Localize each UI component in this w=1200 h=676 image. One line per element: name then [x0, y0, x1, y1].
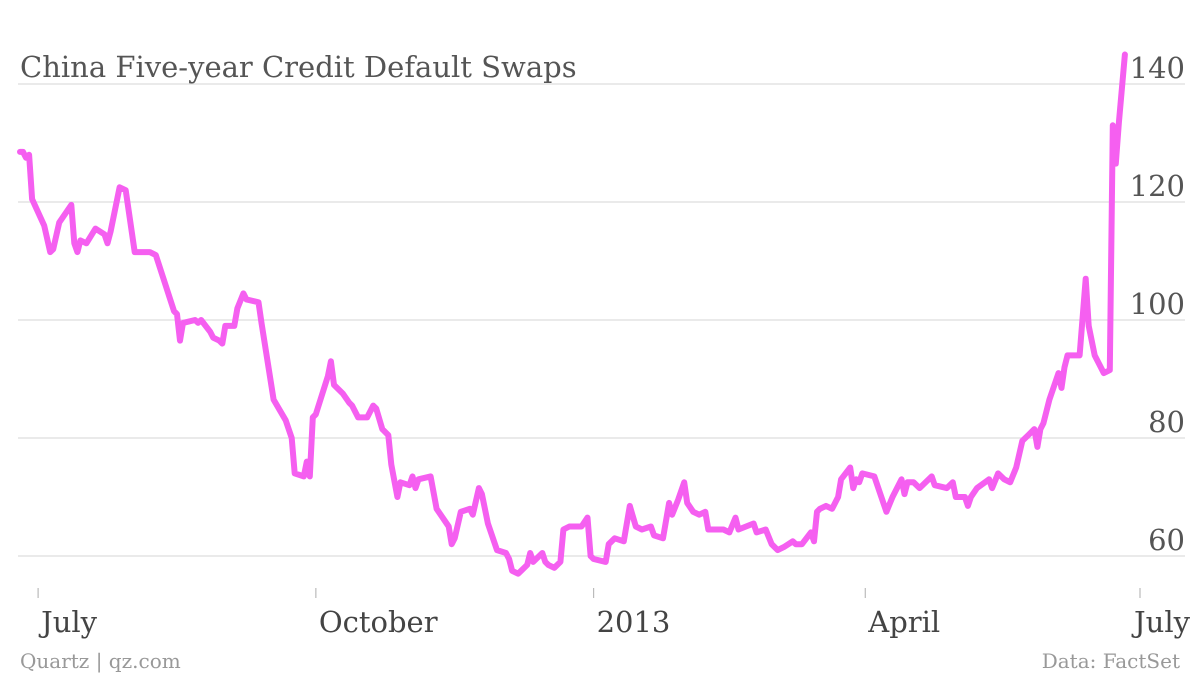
x-tick-label: July: [1131, 605, 1191, 639]
y-tick-label: 140: [1130, 51, 1185, 85]
x-tick-label: October: [319, 605, 438, 639]
y-tick-labels: 60 80 100 120 140: [1130, 51, 1185, 557]
series-line: [17, 51, 1128, 577]
x-tick-label: April: [867, 605, 940, 639]
y-tick-label: 100: [1130, 287, 1185, 321]
data-source: Data: FactSet: [1042, 649, 1180, 673]
y-tick-label: 120: [1130, 169, 1185, 203]
x-tick-label: July: [38, 605, 98, 639]
chart-title: China Five-year Credit Default Swaps: [20, 50, 577, 84]
y-tick-label: 80: [1148, 405, 1185, 439]
gridlines: [18, 83, 1185, 557]
x-tick-label: 2013: [597, 605, 671, 639]
series-layer: [17, 51, 1128, 577]
x-tick-marks: [37, 588, 1141, 598]
source-credit: Quartz | qz.com: [20, 649, 181, 674]
x-tick-labels: July October 2013 April July: [38, 605, 1190, 639]
y-tick-label: 60: [1148, 523, 1185, 557]
